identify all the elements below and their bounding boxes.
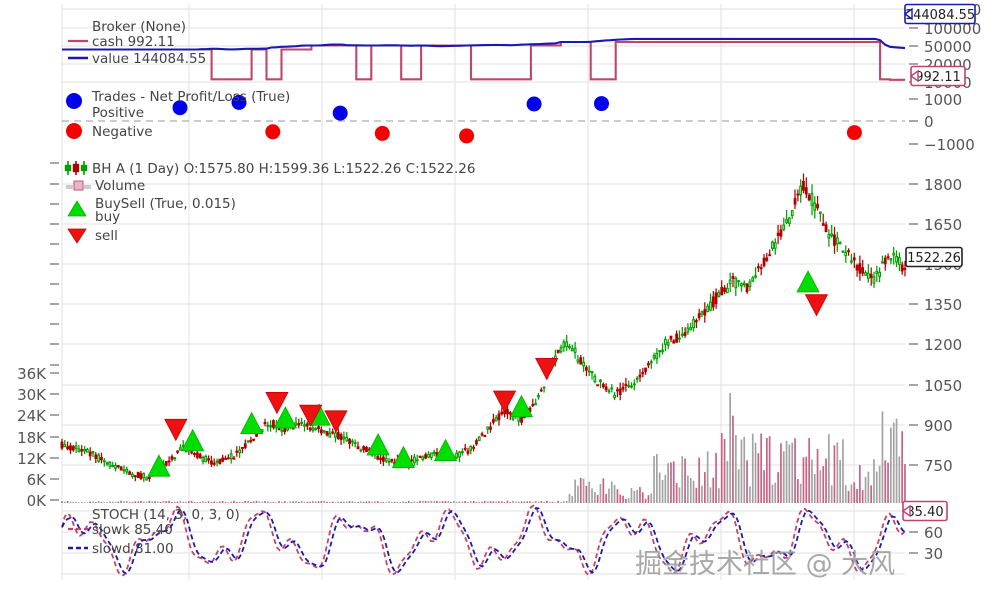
svg-text:cash 992.11: cash 992.11 (92, 34, 175, 50)
svg-text:slowk 85.40: slowk 85.40 (92, 522, 173, 538)
svg-text:900: 900 (924, 417, 953, 435)
trades-panel (172, 94, 862, 144)
svg-text:1350: 1350 (924, 296, 962, 314)
svg-text:Trades - Net Profit/Loss (True: Trades - Net Profit/Loss (True) (91, 89, 290, 105)
svg-text:sell: sell (95, 228, 118, 244)
svg-text:Positive: Positive (92, 105, 144, 121)
svg-text:STOCH (14, 3, 0, 3, 0): STOCH (14, 3, 0, 3, 0) (92, 507, 240, 523)
svg-text:6K: 6K (27, 471, 48, 489)
stoch-panel (61, 504, 906, 577)
svg-text:0K: 0K (27, 492, 48, 510)
svg-text:30: 30 (924, 545, 943, 563)
svg-text:−1000: −1000 (924, 136, 975, 154)
svg-text:12K: 12K (17, 450, 47, 468)
svg-text:60: 60 (924, 524, 943, 542)
svg-text:85.40: 85.40 (906, 505, 943, 520)
svg-text:slowd 81.00: slowd 81.00 (92, 541, 174, 557)
svg-text:100000: 100000 (924, 20, 981, 38)
svg-text:value 144084.55: value 144084.55 (92, 51, 206, 67)
svg-text:992.11: 992.11 (915, 70, 961, 85)
svg-text:24K: 24K (17, 407, 47, 425)
svg-text:0: 0 (924, 113, 934, 131)
svg-text:BuySell (True, 0.015): BuySell (True, 0.015) (95, 196, 236, 212)
svg-text:50000: 50000 (924, 38, 972, 56)
svg-text:18K: 18K (17, 429, 47, 447)
svg-text:Volume: Volume (95, 178, 145, 194)
svg-text:Broker (None): Broker (None) (92, 19, 186, 35)
svg-text:36K: 36K (17, 365, 47, 383)
svg-text:30K: 30K (17, 386, 47, 404)
svg-text:BH A (1 Day) O:1575.80 H:1599.: BH A (1 Day) O:1575.80 H:1599.36 L:1522.… (92, 161, 475, 177)
svg-text:1200: 1200 (924, 336, 962, 354)
svg-text:1000: 1000 (924, 91, 962, 109)
svg-text:144084.55: 144084.55 (905, 8, 975, 23)
watermark-text: 掘金技术社区 @ 大风 (635, 549, 895, 580)
value-tags: 144084.55 992.11 1522.26 85.40 (901, 3, 976, 522)
svg-text:1522.26: 1522.26 (907, 251, 961, 266)
price-panel (60, 173, 907, 503)
svg-text:1800: 1800 (924, 176, 962, 194)
svg-text:buy: buy (95, 209, 120, 225)
svg-text:1050: 1050 (924, 377, 962, 395)
svg-text:Negative: Negative (92, 124, 153, 140)
svg-text:1650: 1650 (924, 216, 962, 234)
svg-text:750: 750 (924, 457, 953, 475)
broker-panel (62, 37, 906, 81)
